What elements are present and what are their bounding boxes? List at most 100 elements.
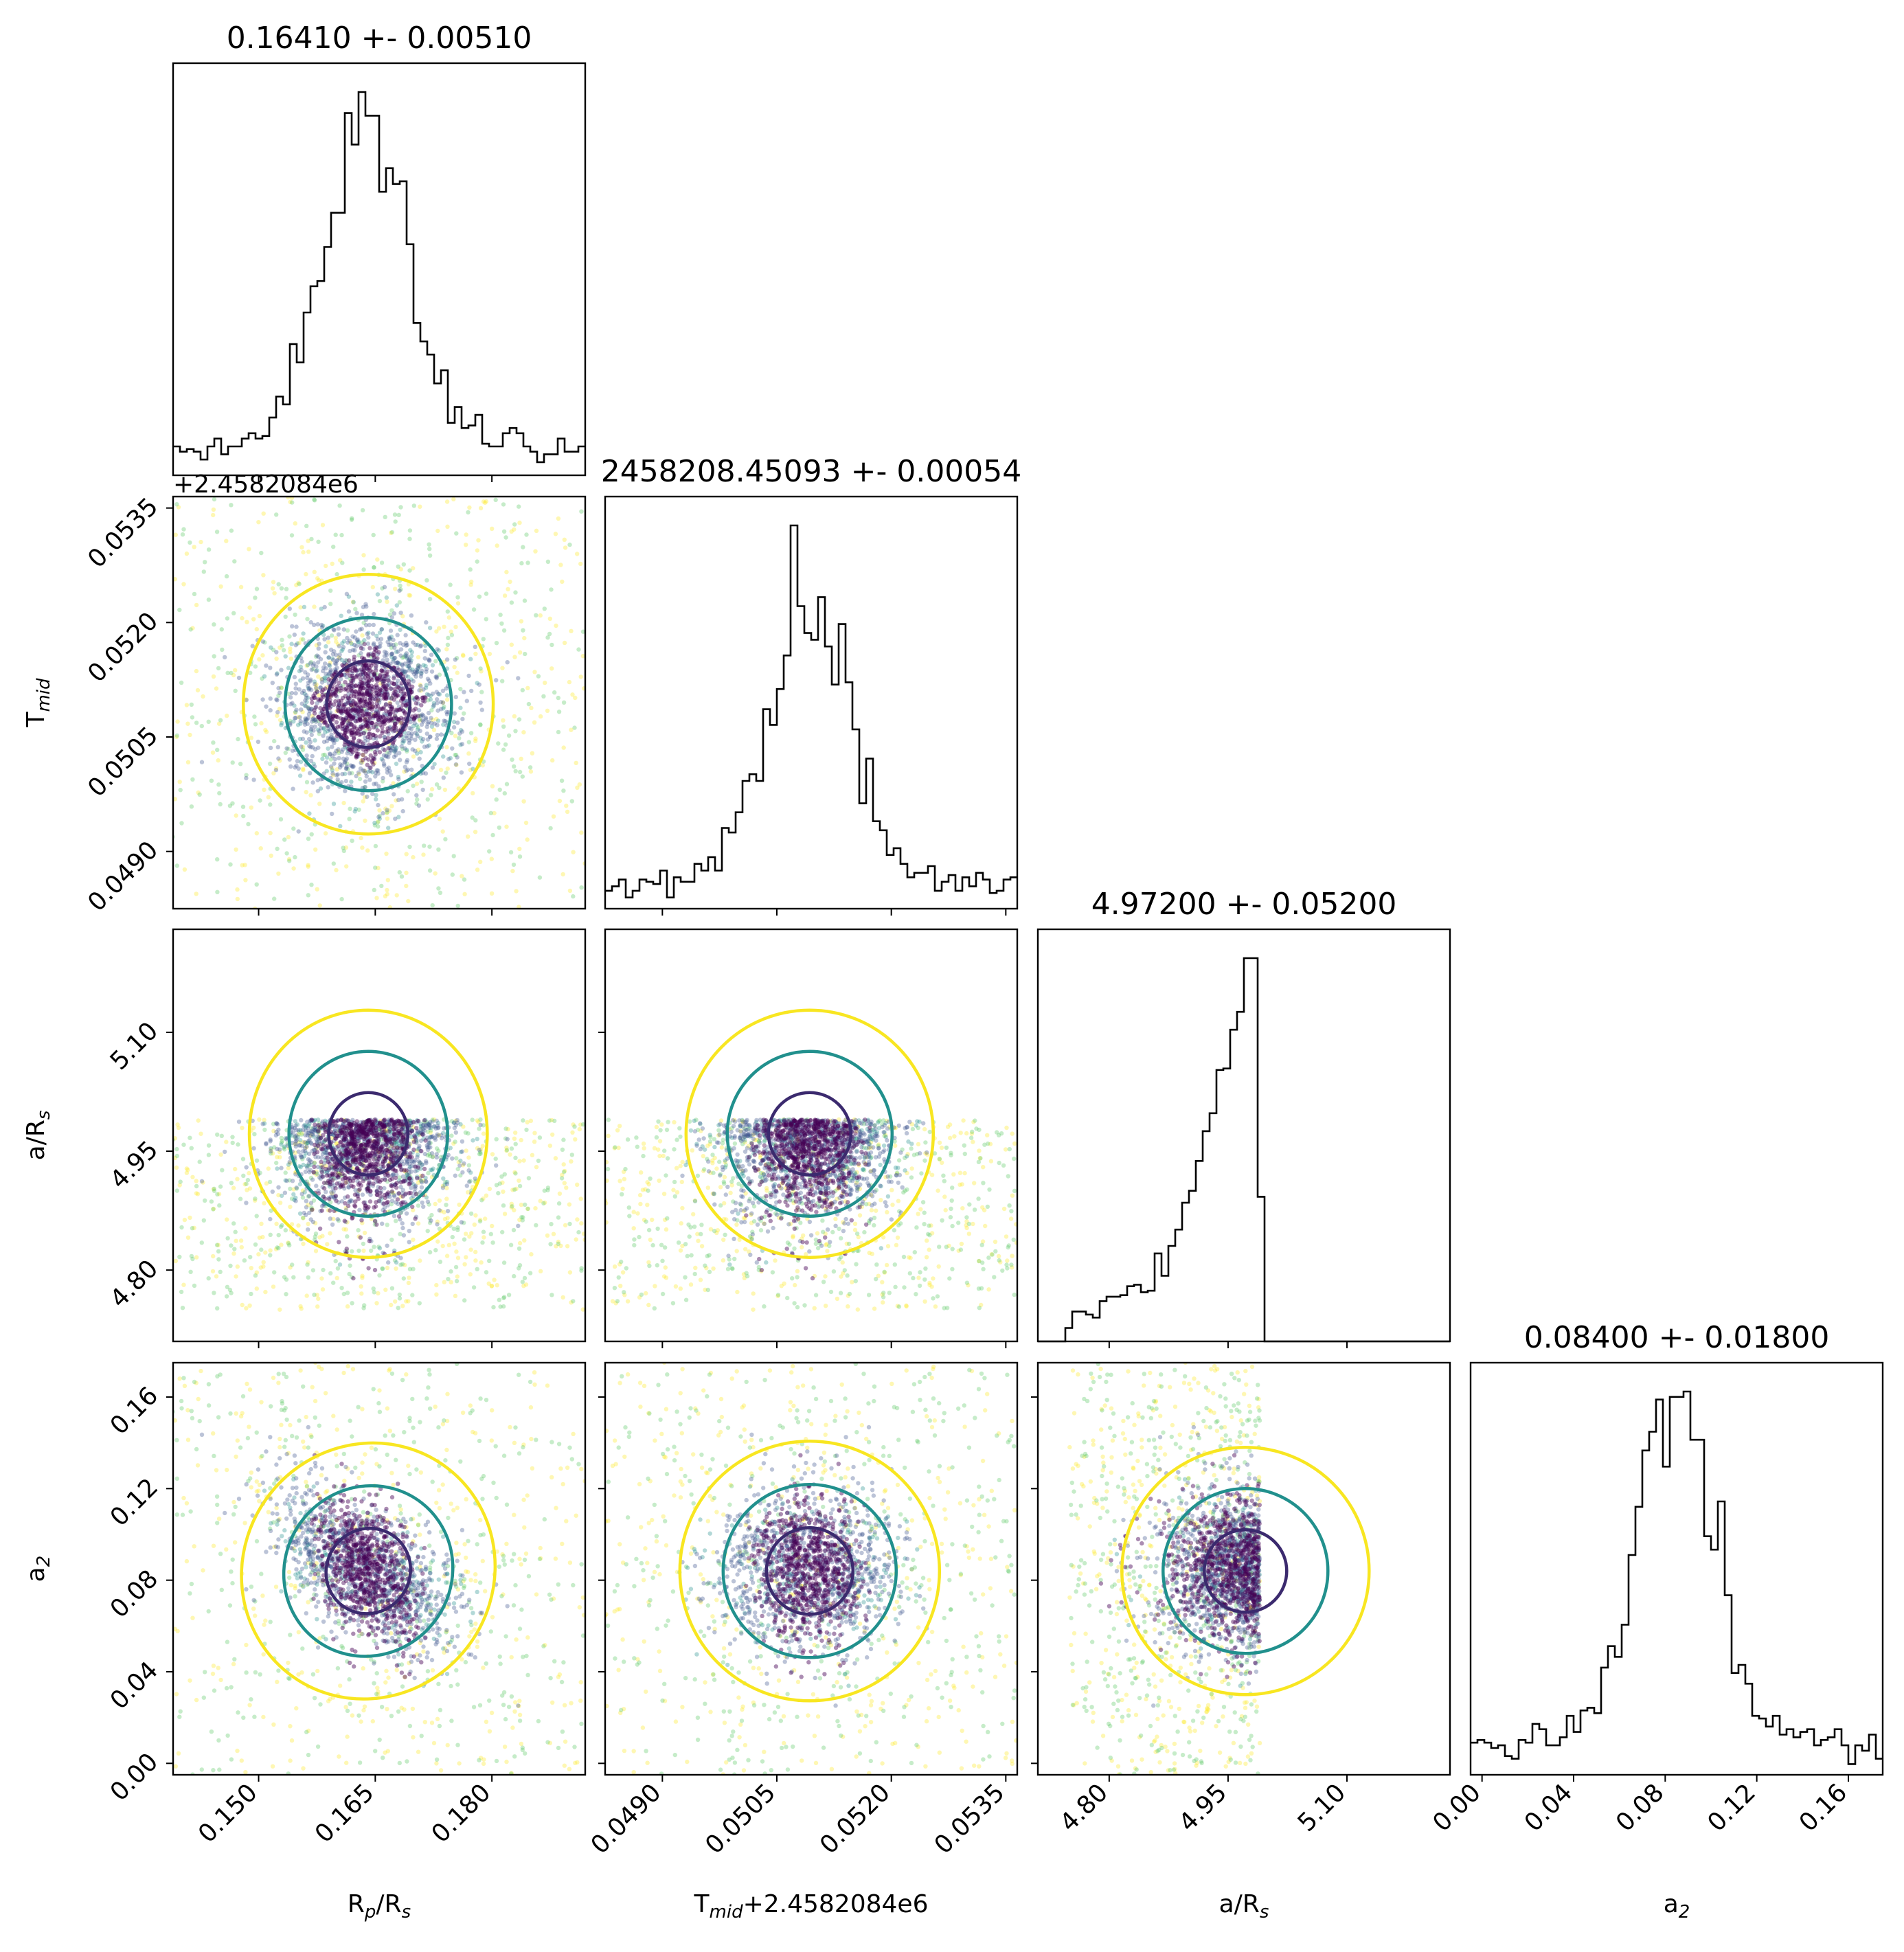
sample-point	[410, 667, 415, 672]
sample-point	[276, 1246, 281, 1251]
sample-point	[435, 1120, 441, 1126]
sample-point	[428, 681, 433, 686]
sample-point	[309, 732, 314, 738]
sample-point	[377, 813, 382, 819]
sample-point	[330, 738, 335, 743]
sample-point	[395, 660, 400, 665]
sample-point	[236, 736, 240, 742]
sample-point	[361, 685, 366, 691]
sample-point	[337, 1128, 341, 1134]
sample-point	[376, 824, 381, 829]
sample-point	[331, 736, 336, 741]
sample-point	[343, 718, 348, 723]
sample-point	[353, 1132, 358, 1137]
sample-point	[372, 714, 376, 718]
sample-point	[385, 1122, 389, 1127]
sample-point	[567, 1221, 572, 1227]
sample-point	[741, 728, 745, 732]
sample-point	[367, 1182, 372, 1187]
sample-point	[306, 538, 310, 543]
sample-point	[425, 1147, 431, 1153]
sample-point	[367, 678, 372, 683]
sample-point	[294, 1138, 299, 1143]
sample-point	[330, 672, 335, 678]
sample-point	[357, 776, 363, 782]
sample-point	[345, 1161, 350, 1166]
sample-point	[387, 1117, 392, 1122]
sample-point	[382, 1185, 387, 1191]
sample-point	[400, 1304, 405, 1308]
sample-point	[367, 1127, 372, 1133]
sample-point	[422, 1151, 427, 1157]
sample-point	[359, 758, 364, 763]
sample-point	[268, 745, 273, 751]
sample-point	[370, 707, 374, 712]
sample-point	[304, 730, 309, 735]
sample-point	[366, 1120, 371, 1124]
sample-point	[212, 622, 216, 627]
sample-point	[365, 718, 371, 724]
sample-point	[407, 1155, 412, 1160]
sample-point	[523, 1202, 528, 1207]
sample-point	[366, 1117, 371, 1123]
sample-point	[348, 728, 353, 733]
sample-point	[318, 685, 323, 690]
sample-point	[386, 712, 391, 718]
sample-point	[387, 726, 392, 731]
sample-point	[341, 704, 346, 709]
sample-point	[420, 1129, 425, 1135]
sample-point	[354, 668, 359, 673]
sample-point	[387, 701, 393, 706]
sample-point	[264, 1141, 269, 1146]
sample-point	[173, 1155, 177, 1161]
sample-point	[412, 720, 417, 726]
sample-point	[404, 1153, 409, 1159]
sample-point	[403, 1179, 408, 1183]
sample-point	[393, 749, 398, 754]
sample-point	[523, 651, 528, 657]
sample-point	[345, 635, 350, 641]
sample-point	[330, 1194, 335, 1199]
sample-point	[309, 1205, 314, 1210]
sample-point	[244, 1165, 249, 1170]
sample-point	[353, 1148, 358, 1154]
sample-point	[351, 1122, 356, 1127]
sample-point	[478, 1117, 483, 1122]
sample-point	[218, 802, 223, 807]
sample-point	[300, 747, 306, 752]
sample-point	[316, 578, 321, 582]
sample-point	[332, 1196, 337, 1201]
sample-point	[302, 1190, 307, 1195]
sample-point	[574, 760, 578, 766]
sample-point	[479, 707, 484, 712]
sample-point	[396, 1123, 401, 1128]
sample-point	[545, 559, 551, 564]
sample-point	[354, 1126, 359, 1131]
sample-point	[402, 691, 407, 696]
sample-point	[395, 666, 400, 670]
sample-point	[359, 1151, 364, 1156]
sample-point	[322, 1125, 327, 1130]
sample-point	[405, 747, 409, 753]
sample-point	[387, 642, 392, 648]
sample-point	[392, 744, 398, 749]
sample-point	[365, 1139, 371, 1144]
sample-point	[356, 1168, 361, 1173]
sample-point	[323, 720, 328, 725]
sample-point	[356, 707, 361, 712]
sample-point	[365, 718, 370, 723]
sample-point	[276, 685, 281, 691]
sample-point	[374, 645, 379, 650]
sample-point	[330, 1135, 335, 1141]
sample-point	[301, 1241, 306, 1247]
sample-point	[331, 1216, 336, 1222]
sample-point	[374, 1301, 379, 1306]
sample-point	[338, 688, 343, 693]
sample-point	[418, 1132, 422, 1137]
sample-point	[430, 1117, 435, 1122]
sample-point	[440, 1185, 446, 1190]
sample-point	[455, 1227, 460, 1233]
sample-point	[350, 746, 354, 751]
sample-point	[557, 798, 563, 804]
sample-point	[561, 745, 566, 750]
